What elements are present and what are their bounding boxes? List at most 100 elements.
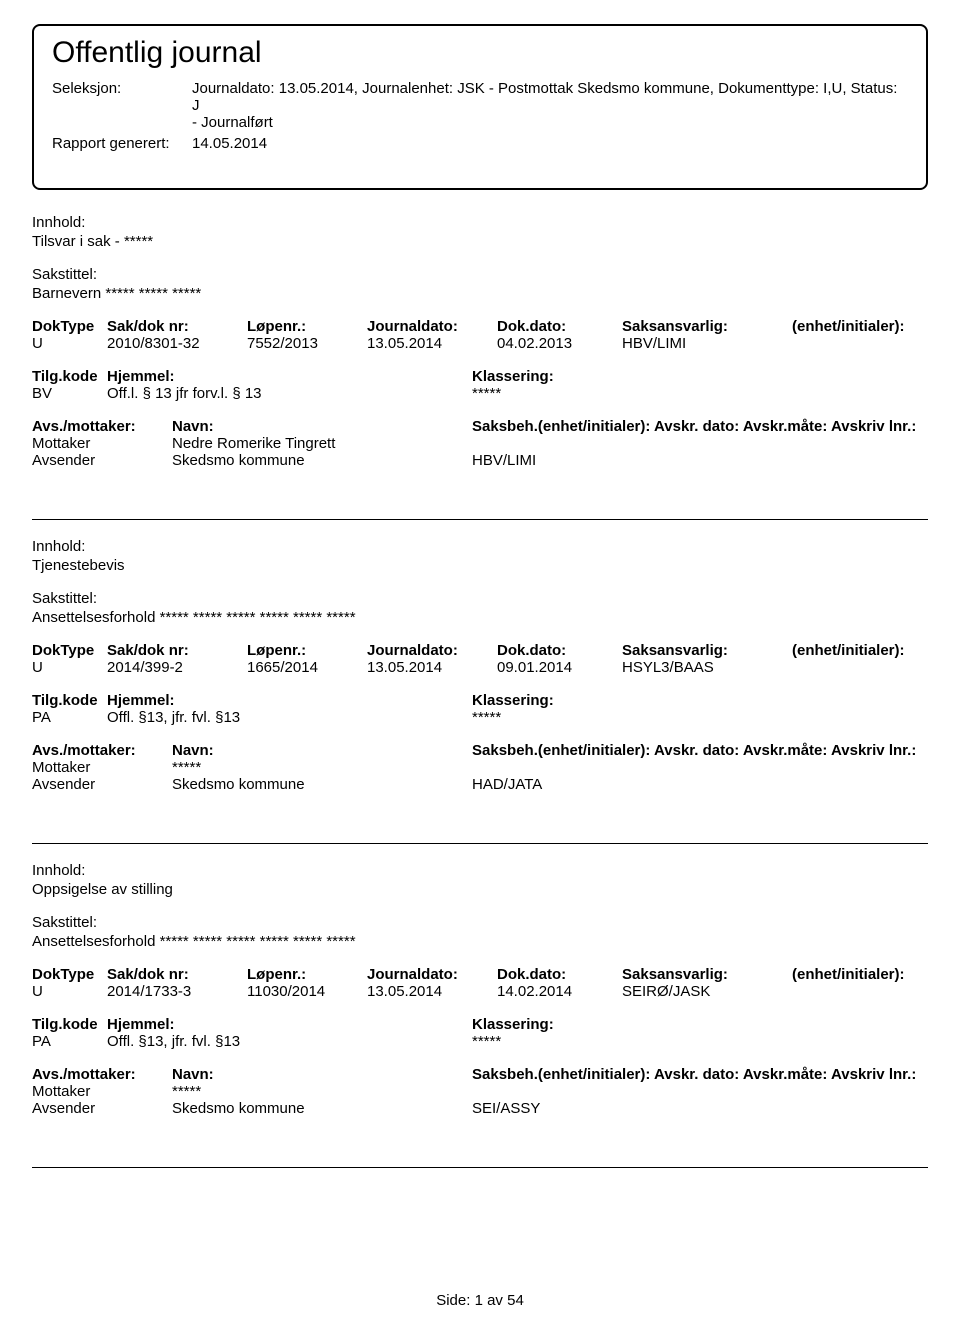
journal-entry: Innhold: Oppsigelse av stilling Sakstitt… [32,844,928,1168]
party-header: Avs./mottaker: Navn: Saksbeh.(enhet/init… [32,1066,928,1083]
hjemmel-value: Offl. §13, jfr. fvl. §13 [107,1033,472,1050]
party-row: Avsender Skedsmo kommune SEI/ASSY [32,1100,928,1117]
col-sakdok-label: Sak/dok nr: [107,318,247,335]
tilgkode-value: PA [32,709,107,726]
page-total: 54 [507,1292,524,1309]
col-enhet-label: (enhet/initialer): [792,642,928,659]
saksansvarlig-value: SEIRØ/JASK [622,983,792,1000]
innhold-value: Oppsigelse av stilling [32,881,928,898]
cols-header: DokType Sak/dok nr: Løpenr.: Journaldato… [32,318,928,335]
col-lopenr-label: Løpenr.: [247,642,367,659]
col-lopenr-label: Løpenr.: [247,318,367,335]
party-name: Nedre Romerike Tingrett [172,435,472,452]
party-row: Mottaker ***** [32,1083,928,1100]
tilgkode-label: Tilg.kode [32,1016,107,1033]
party-row: Mottaker ***** [32,759,928,776]
saksansvarlig-value: HSYL3/BAAS [622,659,792,676]
party-unit: HAD/JATA [472,776,928,793]
hjemmel-label: Hjemmel: [107,692,472,709]
av-label: av [487,1292,503,1309]
page: Offentlig journal Seleksjon: Journaldato… [0,0,960,1329]
dokdato-value: 09.01.2014 [497,659,622,676]
journal-entry: Innhold: Tjenestebevis Sakstittel: Anset… [32,520,928,844]
col-sakdok-label: Sak/dok nr: [107,966,247,983]
col-saksansvarlig-label: Saksansvarlig: [622,966,792,983]
tilg-header: Tilg.kode Hjemmel: Klassering: [32,1016,928,1033]
hjemmel-value: Off.l. § 13 jfr forv.l. § 13 [107,385,472,402]
tilg-values: PA Offl. §13, jfr. fvl. §13 ***** [32,1033,928,1050]
innhold-value: Tjenestebevis [32,557,928,574]
party-role: Mottaker [32,759,172,776]
lopenr-value: 7552/2013 [247,335,367,352]
innhold-label: Innhold: [32,214,928,231]
col-doktype-label: DokType [32,642,107,659]
party-role: Mottaker [32,435,172,452]
col-sakdok-label: Sak/dok nr: [107,642,247,659]
seleksjon-label: Seleksjon: [52,80,192,114]
sakdok-value: 2010/8301-32 [107,335,247,352]
lopenr-value: 11030/2014 [247,983,367,1000]
klassering-label: Klassering: [472,1016,928,1033]
party-row: Avsender Skedsmo kommune HAD/JATA [32,776,928,793]
cols-header: DokType Sak/dok nr: Løpenr.: Journaldato… [32,642,928,659]
col-saksansvarlig-label: Saksansvarlig: [622,642,792,659]
cols-values: U 2014/399-2 1665/2014 13.05.2014 09.01.… [32,659,928,676]
tilgkode-label: Tilg.kode [32,692,107,709]
rapport-line: Rapport generert: 14.05.2014 [52,135,908,152]
seleksjon-value: Journaldato: 13.05.2014, Journalenhet: J… [192,80,908,114]
avsmottaker-label: Avs./mottaker: [32,742,172,759]
party-name: Skedsmo kommune [172,1100,472,1117]
sakstittel-value: Ansettelsesforhold ***** ***** ***** ***… [32,933,928,950]
journaldato-value: 13.05.2014 [367,659,497,676]
avsmottaker-label: Avs./mottaker: [32,418,172,435]
tilg-header: Tilg.kode Hjemmel: Klassering: [32,692,928,709]
cols-values: U 2014/1733-3 11030/2014 13.05.2014 14.0… [32,983,928,1000]
journaldato-value: 13.05.2014 [367,335,497,352]
tilgkode-label: Tilg.kode [32,368,107,385]
seleksjon-line: Seleksjon: Journaldato: 13.05.2014, Jour… [52,80,908,114]
cols-header: DokType Sak/dok nr: Løpenr.: Journaldato… [32,966,928,983]
hjemmel-value: Offl. §13, jfr. fvl. §13 [107,709,472,726]
col-lopenr-label: Løpenr.: [247,966,367,983]
side-label: Side: [436,1292,470,1309]
party-unit: HBV/LIMI [472,452,928,469]
rapport-value: 14.05.2014 [192,135,908,152]
col-doktype-label: DokType [32,318,107,335]
sakstittel-label: Sakstittel: [32,590,928,607]
entries-container: Innhold: Tilsvar i sak - ***** Sakstitte… [32,196,928,1168]
col-journaldato-label: Journaldato: [367,642,497,659]
journaldato-value: 13.05.2014 [367,983,497,1000]
innhold-label: Innhold: [32,862,928,879]
party-header: Avs./mottaker: Navn: Saksbeh.(enhet/init… [32,742,928,759]
doktype-value: U [32,983,107,1000]
party-name: ***** [172,759,472,776]
tilgkode-value: BV [32,385,107,402]
page-title: Offentlig journal [52,36,908,70]
tilg-header: Tilg.kode Hjemmel: Klassering: [32,368,928,385]
party-name: Skedsmo kommune [172,776,472,793]
col-journaldato-label: Journaldato: [367,318,497,335]
footer: Side: 1 av 54 [0,1292,960,1309]
seleksjon-cont: - Journalført [192,114,908,131]
col-dokdato-label: Dok.dato: [497,966,622,983]
party-row: Mottaker Nedre Romerike Tingrett [32,435,928,452]
klassering-value: ***** [472,1033,928,1050]
sakdok-value: 2014/399-2 [107,659,247,676]
saksansvarlig-value: HBV/LIMI [622,335,792,352]
sakstittel-value: Barnevern ***** ***** ***** [32,285,928,302]
lopenr-value: 1665/2014 [247,659,367,676]
col-dokdato-label: Dok.dato: [497,642,622,659]
doktype-value: U [32,335,107,352]
party-role: Mottaker [32,1083,172,1100]
navn-label: Navn: [172,1066,472,1083]
party-role: Avsender [32,452,172,469]
journal-entry: Innhold: Tilsvar i sak - ***** Sakstitte… [32,196,928,520]
tilg-values: PA Offl. §13, jfr. fvl. §13 ***** [32,709,928,726]
party-row: Avsender Skedsmo kommune HBV/LIMI [32,452,928,469]
col-dokdato-label: Dok.dato: [497,318,622,335]
sakstittel-value: Ansettelsesforhold ***** ***** ***** ***… [32,609,928,626]
klassering-label: Klassering: [472,692,928,709]
klassering-value: ***** [472,385,928,402]
klassering-label: Klassering: [472,368,928,385]
hjemmel-label: Hjemmel: [107,1016,472,1033]
